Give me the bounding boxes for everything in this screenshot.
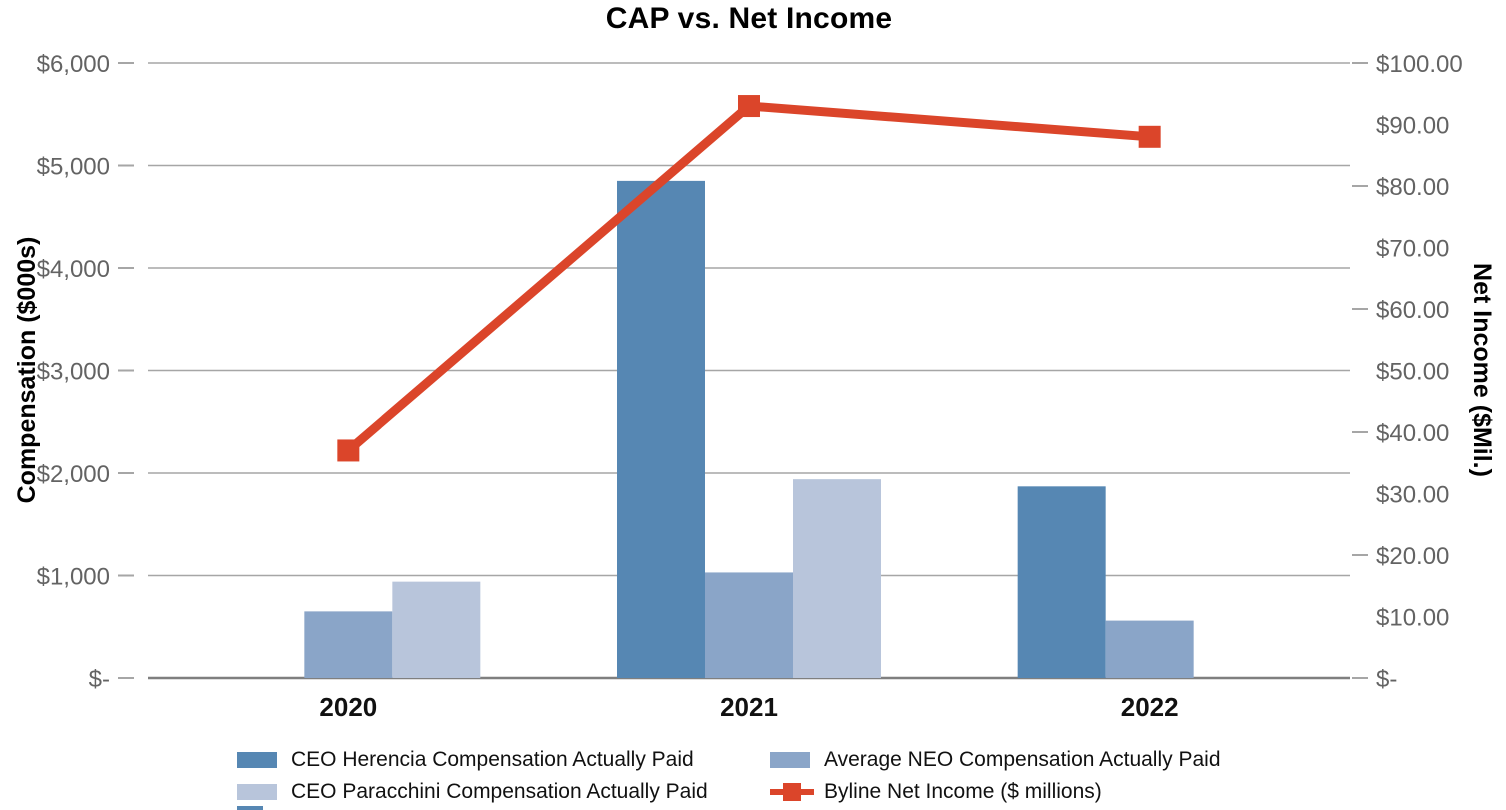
bar-ceo-2022 [1017, 486, 1106, 678]
bar-average-2022 [1105, 620, 1194, 678]
bar-average-2020 [304, 611, 393, 678]
right-axis-tick-label: $70.00 [1376, 236, 1449, 263]
net-income-line [345, 101, 1151, 454]
right-axis-tick-label: $30.00 [1376, 482, 1449, 509]
category-label-2022: 2022 [1121, 692, 1179, 722]
category-label-2020: 2020 [319, 692, 377, 722]
legend-clipped-swatch [237, 806, 263, 810]
left-axis-tick-label: $2,000 [37, 461, 110, 488]
bar-ceo-2021 [793, 479, 881, 678]
left-axis-tick-label: $- [89, 666, 110, 693]
right-axis-tick-label: $50.00 [1376, 359, 1449, 386]
right-axis-tick-label: $100.00 [1376, 51, 1463, 78]
left-axis-tick-label: $5,000 [37, 154, 110, 181]
category-label-2021: 2021 [720, 692, 778, 722]
right-axis-tick-label: $20.00 [1376, 543, 1449, 570]
line-marker-2022 [1138, 125, 1161, 148]
left-axis-tick-label: $3,000 [37, 359, 110, 386]
right-axis-tick-label: $40.00 [1376, 420, 1449, 447]
bar-ceo-2020 [392, 581, 481, 678]
left-axis-tick-label: $6,000 [37, 51, 110, 78]
right-axis-tick-label: $60.00 [1376, 297, 1449, 324]
line-marker-2021 [738, 95, 760, 118]
right-axis-tick-label: $- [1376, 666, 1397, 693]
bar-ceo-2021 [617, 180, 705, 678]
left-axis-tick-label: $1,000 [37, 564, 110, 591]
right-axis-tick-label: $80.00 [1376, 174, 1449, 201]
left-axis-tick-label: $4,000 [37, 256, 110, 283]
line-marker-2020 [337, 439, 360, 462]
chart-title: CAP vs. Net Income [605, 2, 893, 35]
bar-average-2021 [705, 572, 793, 678]
right-axis-tick-label: $90.00 [1376, 113, 1449, 140]
right-axis-tick-label: $10.00 [1376, 605, 1449, 632]
